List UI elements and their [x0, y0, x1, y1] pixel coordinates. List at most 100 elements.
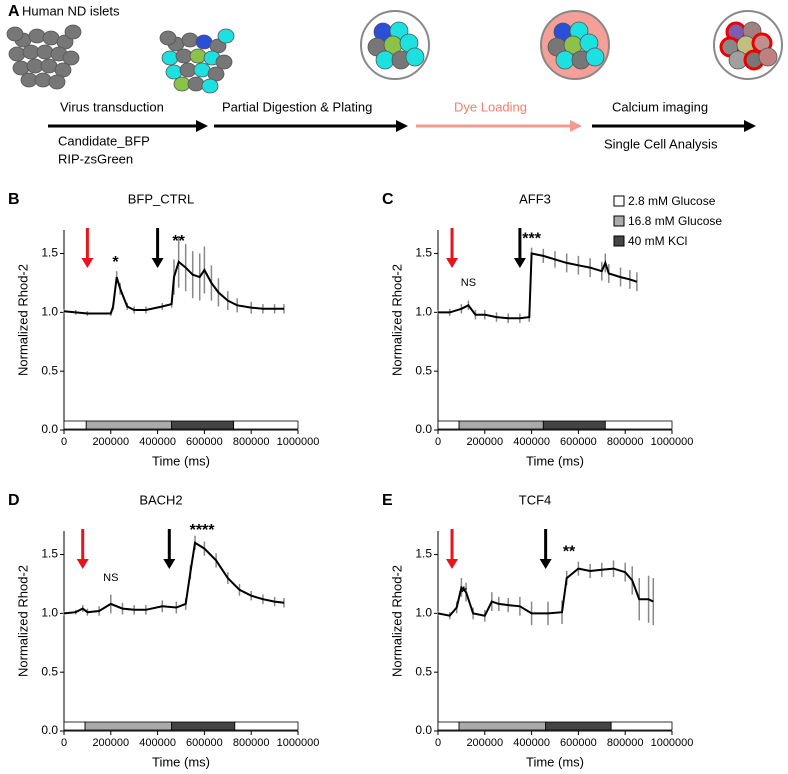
stimulus-bar [458, 721, 547, 731]
stimulus-bar [437, 721, 460, 731]
x-tick-label: 0 [61, 737, 67, 749]
x-tick-label: 1000000 [277, 436, 320, 448]
x-tick-label: 200000 [466, 737, 503, 749]
arrow-head [76, 559, 89, 569]
x-tick-label: 0 [435, 436, 441, 448]
stimulus-bar [610, 721, 673, 731]
cell [187, 76, 205, 92]
cell [48, 74, 66, 90]
arrow-head [513, 258, 526, 268]
x-tick-label: 400000 [139, 737, 176, 749]
stimulus-bar [171, 721, 236, 731]
cell [159, 30, 177, 46]
x-tick-label: 600000 [186, 436, 223, 448]
cell [181, 32, 199, 48]
stimulus-bar [542, 420, 606, 430]
legend-label: 2.8 mM Glucose [628, 194, 716, 208]
cell [40, 58, 58, 74]
y-axis-label: Normalized Rhod-2 [389, 565, 404, 677]
step-label: Calcium imaging [612, 99, 708, 114]
arrow-head [539, 559, 552, 569]
cell [193, 62, 211, 78]
stimulus-bar [545, 721, 612, 731]
x-tick-label: 800000 [607, 737, 644, 749]
step-note: Single Cell Analysis [604, 136, 718, 151]
legend-swatch [613, 235, 625, 247]
stimulus-arrow [163, 529, 176, 569]
x-tick-label: 200000 [92, 436, 129, 448]
stimulus-arrow [76, 529, 89, 569]
stimulus-bar [437, 420, 460, 430]
y-tick-label: 1.0 [415, 606, 432, 620]
y-axis-label: Normalized Rhod-2 [15, 264, 30, 376]
schematic [6, 10, 783, 94]
stimulus-bar [604, 420, 673, 430]
schematic-title: Human ND islets [22, 3, 120, 18]
chart-title: BFP_CTRL [128, 191, 194, 206]
y-tick-label: 0.0 [41, 723, 58, 737]
y-tick-label: 0.5 [415, 664, 432, 678]
cell [64, 24, 82, 40]
y-tick-label: 0.0 [415, 723, 432, 737]
cell [189, 48, 207, 64]
x-tick-label: 1000000 [651, 737, 694, 749]
x-tick-label: 200000 [466, 436, 503, 448]
stimulus-bar [171, 420, 235, 430]
trace [438, 252, 638, 320]
significance-label: **** [190, 522, 216, 539]
y-tick-label: 1.0 [41, 606, 58, 620]
stimulus-arrow [151, 228, 164, 268]
legend-swatch [613, 195, 625, 207]
legend-label: 40 mM KCl [628, 234, 687, 248]
significance-label: NS [461, 277, 476, 289]
cell [555, 50, 575, 70]
arrow-head [446, 258, 459, 268]
x-axis-label: Time (ms) [152, 754, 210, 769]
y-tick-label: 1.5 [41, 246, 58, 260]
x-tick-label: 600000 [560, 436, 597, 448]
x-tick-label: 0 [61, 436, 67, 448]
x-tick-label: 1000000 [277, 737, 320, 749]
arrow-head [163, 559, 176, 569]
step-note: Candidate_BFP [58, 133, 150, 148]
x-tick-label: 400000 [513, 436, 550, 448]
y-tick-label: 1.0 [415, 305, 432, 319]
y-tick-label: 1.5 [41, 547, 58, 561]
significance-label: ** [172, 233, 185, 250]
y-axis-label: Normalized Rhod-2 [15, 565, 30, 677]
cell [375, 50, 395, 70]
x-tick-label: 800000 [233, 737, 270, 749]
chart-title: AFF3 [519, 191, 551, 206]
chart-title: TCF4 [519, 492, 552, 507]
legend-label: 16.8 mM Glucose [628, 214, 722, 228]
x-tick-label: 800000 [607, 436, 644, 448]
trace [63, 260, 284, 315]
cell [62, 50, 80, 66]
y-axis-label: Normalized Rhod-2 [389, 264, 404, 376]
trace [437, 567, 654, 617]
cell [8, 46, 26, 62]
x-tick-label: 0 [435, 737, 441, 749]
arrow-head [151, 258, 164, 268]
stimulus-arrow [446, 529, 459, 569]
x-tick-label: 1000000 [651, 436, 694, 448]
significance-label: NS [103, 572, 118, 584]
x-tick-label: 600000 [186, 737, 223, 749]
cell [36, 44, 54, 60]
panel-letter: E [382, 492, 393, 509]
cell [585, 47, 605, 67]
significance-label: ** [563, 543, 576, 560]
y-tick-label: 0.5 [415, 363, 432, 377]
y-tick-label: 0.5 [41, 363, 58, 377]
x-axis-label: Time (ms) [152, 453, 210, 468]
stimulus-arrow [446, 228, 459, 268]
cell [758, 47, 778, 67]
x-tick-label: 400000 [139, 436, 176, 448]
cell [195, 34, 213, 50]
cell [405, 47, 425, 67]
y-tick-label: 0.0 [41, 422, 58, 436]
x-tick-label: 600000 [560, 737, 597, 749]
arrow-head [81, 258, 94, 268]
stimulus-bar [85, 420, 173, 430]
